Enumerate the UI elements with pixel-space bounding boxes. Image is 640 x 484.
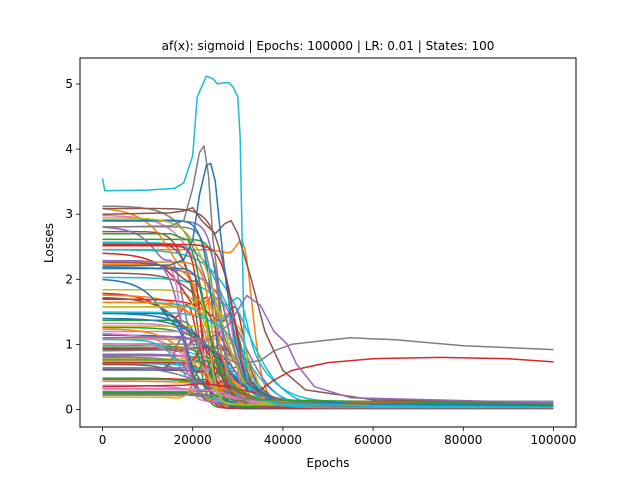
loss-series-line: [102, 356, 554, 394]
y-tick-label: 1: [65, 337, 73, 351]
x-tick-label: 80000: [444, 433, 482, 447]
y-tick-label: 5: [65, 77, 73, 91]
x-tick-label: 0: [99, 433, 107, 447]
loss-series-line: [102, 294, 554, 404]
x-tick-label: 20000: [174, 433, 212, 447]
x-axis: 0 20000 40000 60000 80000 100000: [99, 427, 577, 447]
x-tick-label: 40000: [264, 433, 302, 447]
loss-series-line: [101, 75, 554, 408]
y-axis-label: Losses: [42, 223, 56, 263]
plot-frame: [79, 57, 577, 428]
series-layer: [101, 75, 554, 410]
loss-series-line: [102, 162, 554, 407]
x-axis-label: Epochs: [307, 456, 350, 470]
x-tick-label: 60000: [354, 433, 392, 447]
loss-series-line: [102, 337, 554, 365]
y-tick-label: 0: [65, 402, 73, 416]
loss-series-line: [102, 206, 554, 404]
x-tick-label: 100000: [531, 433, 577, 447]
chart-title: af(x): sigmoid | Epochs: 100000 | LR: 0.…: [162, 39, 495, 53]
y-tick-label: 4: [65, 142, 73, 156]
loss-series-line: [102, 232, 554, 405]
loss-series-line: [102, 145, 554, 407]
y-tick-label: 3: [65, 207, 73, 221]
y-tick-label: 2: [65, 272, 73, 286]
y-axis: 0 1 2 3 4 5: [65, 77, 80, 416]
loss-series-line: [102, 301, 554, 409]
